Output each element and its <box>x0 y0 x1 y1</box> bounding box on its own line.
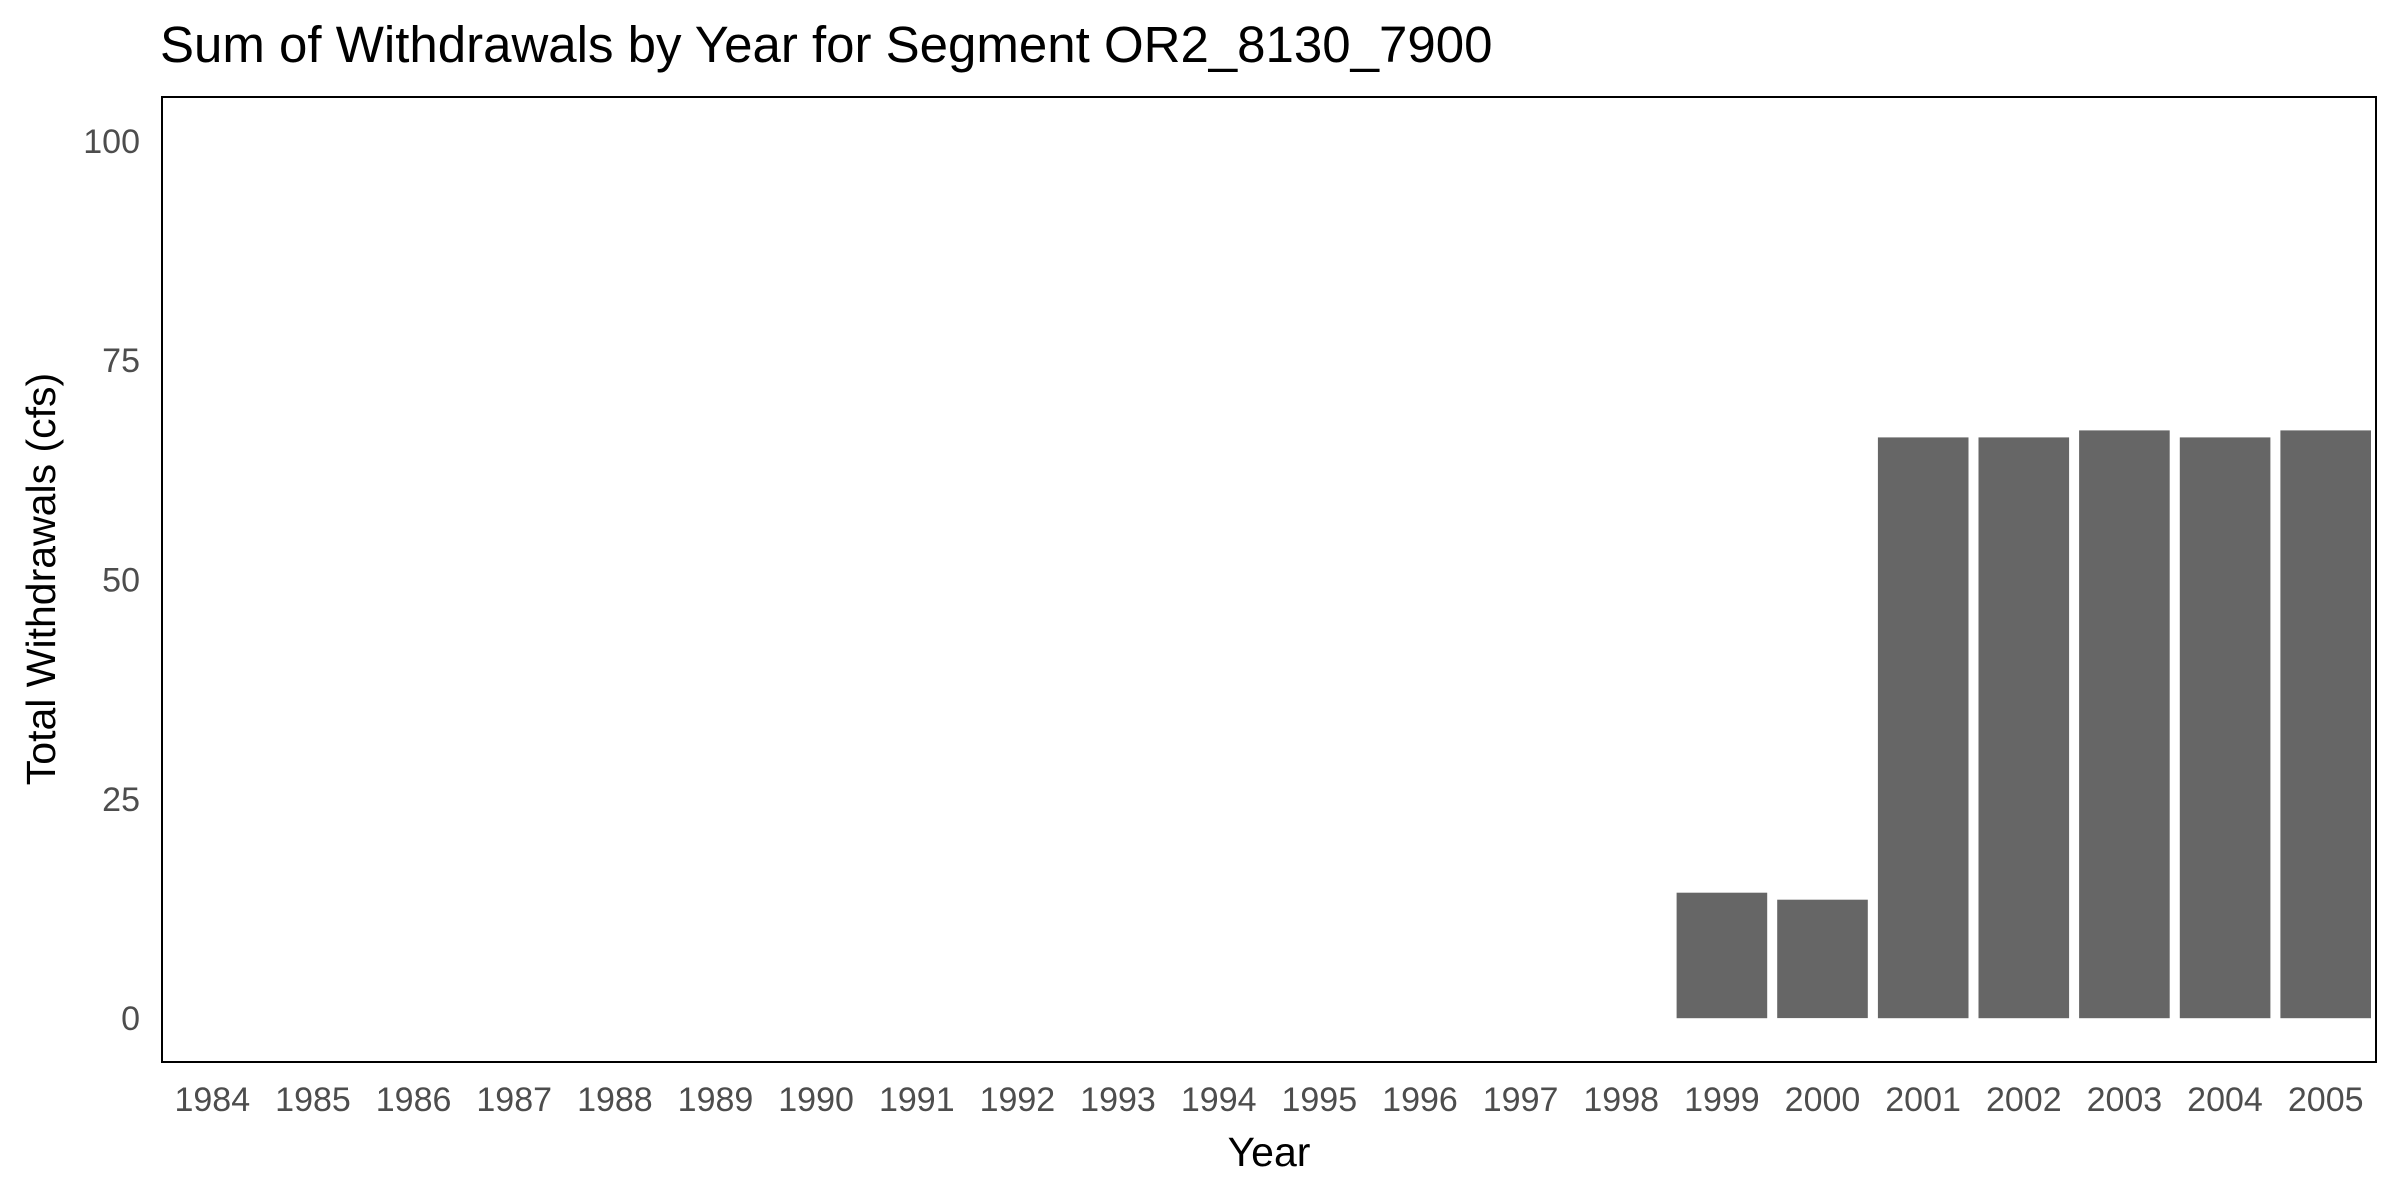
x-tick-label: 1992 <box>980 1081 1056 1119</box>
x-tick-label: 1984 <box>174 1081 250 1119</box>
x-tick-label: 1998 <box>1583 1081 1659 1119</box>
x-tick-label: 1994 <box>1181 1081 1257 1119</box>
x-tick-label: 2005 <box>2288 1081 2364 1119</box>
x-tick-label: 1991 <box>879 1081 955 1119</box>
y-tick-label: 25 <box>102 781 140 819</box>
x-tick-label: 1990 <box>778 1081 854 1119</box>
x-tick-labels: 1984 1985 1986 1987 1988 1989 1990 1991 1992 1993… <box>174 1081 2363 1119</box>
x-tick-label: 2001 <box>1885 1081 1961 1119</box>
y-tick-labels: 0 25 50 75 100 <box>83 123 140 1038</box>
x-axis-title: Year <box>1228 1129 1311 1175</box>
x-tick-label: 1987 <box>476 1081 552 1119</box>
bar-2003 <box>2079 430 2170 1019</box>
bars <box>1676 430 2371 1019</box>
x-tick-label: 2000 <box>1785 1081 1861 1119</box>
bar-2001 <box>1877 437 1969 1019</box>
x-tick-label: 1989 <box>678 1081 754 1119</box>
bar-2000 <box>1777 899 1868 1019</box>
x-tick-label: 1993 <box>1080 1081 1156 1119</box>
x-tick-label: 1995 <box>1281 1081 1357 1119</box>
y-tick-label: 50 <box>102 562 140 600</box>
x-tick-label: 1999 <box>1684 1081 1760 1119</box>
bar-2004 <box>2179 437 2271 1019</box>
x-tick-label: 2002 <box>1986 1081 2062 1119</box>
plot-frame <box>161 96 2377 1063</box>
y-tick-label: 75 <box>102 342 140 380</box>
x-tick-label: 1996 <box>1382 1081 1458 1119</box>
bar-2002 <box>1978 437 2070 1019</box>
bar-2005 <box>2280 430 2371 1019</box>
y-tick-label: 100 <box>83 123 140 161</box>
x-tick-label: 2003 <box>2087 1081 2163 1119</box>
x-tick-label: 1997 <box>1483 1081 1559 1119</box>
y-axis-title: Total Withdrawals (cfs) <box>18 373 64 785</box>
y-tick-label: 0 <box>121 1000 140 1038</box>
x-tick-label: 2004 <box>2187 1081 2263 1119</box>
chart-title: Sum of Withdrawals by Year for Segment O… <box>160 16 1492 73</box>
x-tick-label: 1986 <box>376 1081 452 1119</box>
bar-1999 <box>1676 892 1768 1019</box>
x-tick-label: 1985 <box>275 1081 351 1119</box>
x-tick-label: 1988 <box>577 1081 653 1119</box>
